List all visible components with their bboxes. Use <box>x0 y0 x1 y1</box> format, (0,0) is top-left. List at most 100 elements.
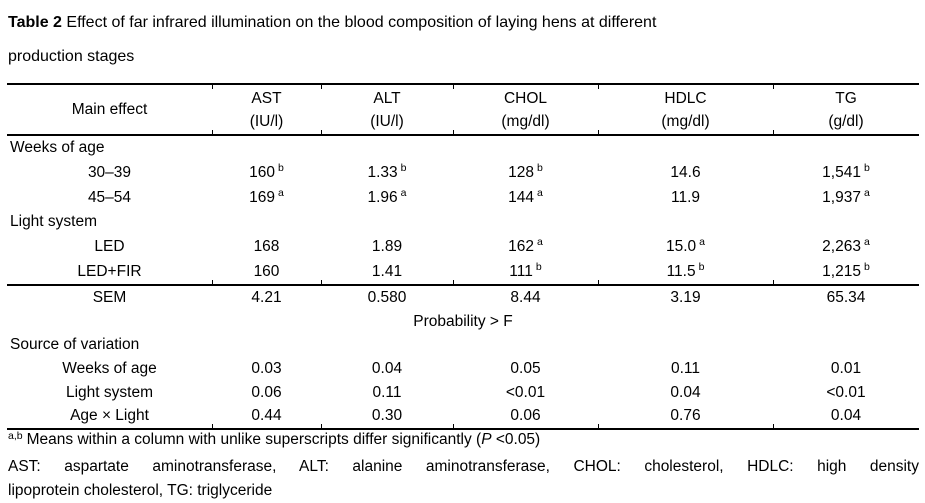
cell-hdlc: 0.04 <box>598 381 773 405</box>
cell-value: 168 <box>253 238 280 256</box>
section-row: Source of variation <box>7 333 919 357</box>
cell-value: 1.96 <box>367 188 398 206</box>
cell-value: 160 <box>253 262 280 280</box>
cell-chol: 162 a <box>453 235 598 260</box>
cell-alt: 0.11 <box>321 381 453 405</box>
cell-chol: 111 b <box>453 259 598 284</box>
significance-superscript: b <box>698 260 705 273</box>
cell-alt: 0.04 <box>321 357 453 381</box>
column-boundary-tick <box>453 85 454 89</box>
column-boundary-tick <box>773 424 774 428</box>
row-label: Light system <box>65 383 153 401</box>
significance-superscript: a <box>863 186 870 199</box>
cell-hdlc: 15.0 a <box>598 235 773 260</box>
caption-text: Effect of far infrared illumination on t… <box>61 14 657 31</box>
data-row: LED+FIR 160 1.41 111 b 11.5 b 1,215 b <box>7 259 919 284</box>
column-header-ast: AST (IU/l) <box>212 85 321 134</box>
cell-value: 0.04 <box>830 407 862 425</box>
caption-line-1: Table 2 Effect of far infrared illuminat… <box>8 6 656 40</box>
cell-value: 0.76 <box>670 407 701 425</box>
caption-line-2: production stages <box>8 48 135 65</box>
cell-value: 1.89 <box>371 238 403 256</box>
cell-hdlc: 14.6 <box>598 161 773 186</box>
column-boundary-tick <box>212 85 213 89</box>
cell-tg: 1,215 b <box>773 259 919 284</box>
significance-superscript: a <box>537 236 543 249</box>
row-label: Age × Light <box>70 407 149 425</box>
blood-composition-table: Main effect AST (IU/l) ALT (IU/l) CHOL (… <box>7 83 919 430</box>
cell-ast: 160 b <box>212 161 321 186</box>
significance-superscript: a <box>278 186 284 199</box>
cell-alt: 1.41 <box>321 259 453 284</box>
significance-superscript: b <box>537 162 543 174</box>
cell-chol <box>453 210 598 235</box>
cell-ast <box>212 210 321 235</box>
cell-tg <box>773 210 919 235</box>
footnote-p-symbol: P <box>481 431 492 448</box>
significance-superscript: b <box>863 162 870 174</box>
cell-value: 0.06 <box>251 383 282 401</box>
caption-label: Table 2 <box>8 14 62 31</box>
row-label: 45–54 <box>87 188 132 206</box>
cell-value: 11.5 <box>666 262 696 280</box>
column-boundary-tick <box>773 130 774 134</box>
cell-value: 0.05 <box>510 359 541 377</box>
column-header-chol: CHOL (mg/dl) <box>453 85 598 134</box>
cell-alt: 1.33 b <box>321 161 453 186</box>
table-body-lower: SEM 4.21 0.580 8.44 3.19 65.34 Probability > F… <box>7 286 919 428</box>
cell-chol: 0.05 <box>453 357 598 381</box>
cell-value: 0.01 <box>830 359 862 377</box>
cell-tg: 1,937 a <box>773 185 919 210</box>
cell-tg: <0.01 <box>773 381 919 405</box>
cell-hdlc: 11.5 b <box>598 259 773 284</box>
column-boundary-tick <box>321 424 322 428</box>
cell-alt: 1.96 a <box>321 185 453 210</box>
footnote-text-end: <0.05) <box>491 431 541 448</box>
cell-value: 1,215 <box>822 262 861 280</box>
footnote-abbreviations: AST: aspartate aminotransferase, ALT: al… <box>8 455 919 503</box>
significance-superscript: a <box>863 236 870 249</box>
column-boundary-tick <box>321 130 322 134</box>
cell-value: 15.0 <box>665 238 697 256</box>
data-row: Age × Light 0.44 0.30 0.06 0.76 0.04 <box>7 404 919 428</box>
cell-alt <box>321 136 453 161</box>
significance-superscript: b <box>400 162 407 174</box>
cell-ast: 0.06 <box>212 381 321 405</box>
cell-value: 11.9 <box>670 188 701 206</box>
table-rule-bottom <box>7 424 919 430</box>
cell-ast: 169 a <box>212 185 321 210</box>
significance-superscript: b <box>278 162 284 174</box>
column-boundary-tick <box>453 280 454 284</box>
footnote-superscript-label: a,b <box>8 430 23 442</box>
cell-chol: 128 b <box>453 161 598 186</box>
cell-tg <box>773 333 919 357</box>
cell-value: 3.19 <box>670 288 701 306</box>
cell-hdlc: 11.9 <box>598 185 773 210</box>
data-row: Weeks of age 0.03 0.04 0.05 0.11 0.01 <box>7 357 919 381</box>
cell-alt: 0.580 <box>321 286 453 310</box>
row-label: 30–39 <box>87 164 132 181</box>
significance-superscript: b <box>863 260 870 273</box>
data-row: Light system 0.06 0.11 <0.01 0.04 <0.01 <box>7 381 919 405</box>
column-header-tg: TG (g/dl) <box>773 85 919 134</box>
column-boundary-tick <box>773 280 774 284</box>
cell-hdlc <box>598 333 773 357</box>
row-label: LED <box>94 238 125 256</box>
cell-hdlc: 0.76 <box>598 404 773 428</box>
data-row: SEM 4.21 0.580 8.44 3.19 65.34 <box>7 286 919 310</box>
table-body-upper: Weeks of age 30–39 160 b 1.33 b 128 b 14.6 1,541 b… <box>7 136 919 284</box>
column-boundary-tick <box>453 130 454 134</box>
cell-value: 8.44 <box>510 288 541 306</box>
cell-chol: 144 a <box>453 185 598 210</box>
cell-hdlc <box>598 210 773 235</box>
cell-ast <box>212 333 321 357</box>
significance-superscript: a <box>699 236 705 249</box>
cell-hdlc: 0.11 <box>598 357 773 381</box>
header-name: HDLC <box>664 89 707 107</box>
cell-value: 162 <box>508 238 535 256</box>
table-rule-below-header <box>7 130 919 136</box>
cell-alt <box>321 333 453 357</box>
row-label: Weeks of age <box>62 359 157 377</box>
header-unit: (g/dl) <box>828 112 864 130</box>
cell-chol: 8.44 <box>453 286 598 310</box>
